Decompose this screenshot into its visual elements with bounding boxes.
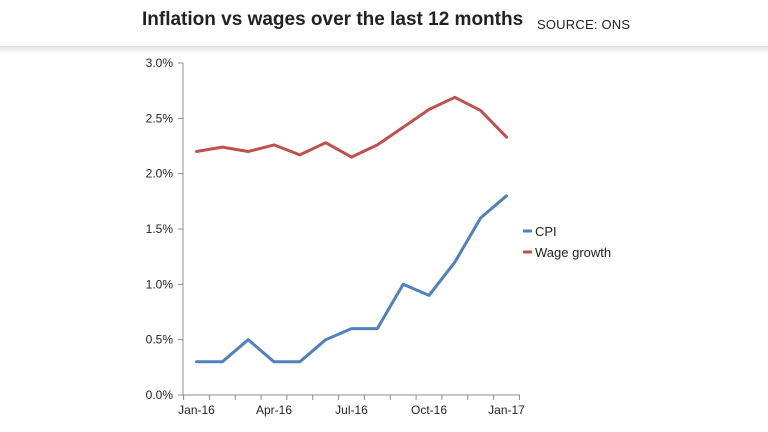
series-line-wage-growth — [195, 95, 508, 159]
series-line-cpi — [195, 194, 508, 364]
y-tick-label: 1.0% — [146, 277, 174, 291]
y-tick-label: 0.5% — [146, 333, 174, 347]
y-tick-label: 2.5% — [146, 111, 174, 125]
y-tick-label: 0.0% — [146, 388, 174, 402]
chart-title: Inflation vs wages over the last 12 mont… — [142, 9, 524, 30]
x-tick-label: Apr-16 — [256, 403, 292, 417]
x-tick-label: Jul-16 — [335, 403, 368, 417]
y-tick-label: 2.0% — [146, 167, 174, 181]
y-tick-label: 3.0% — [146, 56, 174, 70]
legend-label: Wage growth — [535, 245, 611, 260]
x-tick-label: Jan-16 — [178, 403, 215, 417]
header-shadow — [0, 46, 768, 54]
x-tick-label: Oct-16 — [411, 403, 447, 417]
header-bar: Inflation vs wages over the last 12 mont… — [0, 0, 768, 47]
x-tick-label: Jan-17 — [488, 403, 525, 417]
source-label: SOURCE: ONS — [537, 17, 631, 32]
legend-label: CPI — [535, 224, 557, 239]
y-tick-label: 1.5% — [146, 222, 174, 236]
